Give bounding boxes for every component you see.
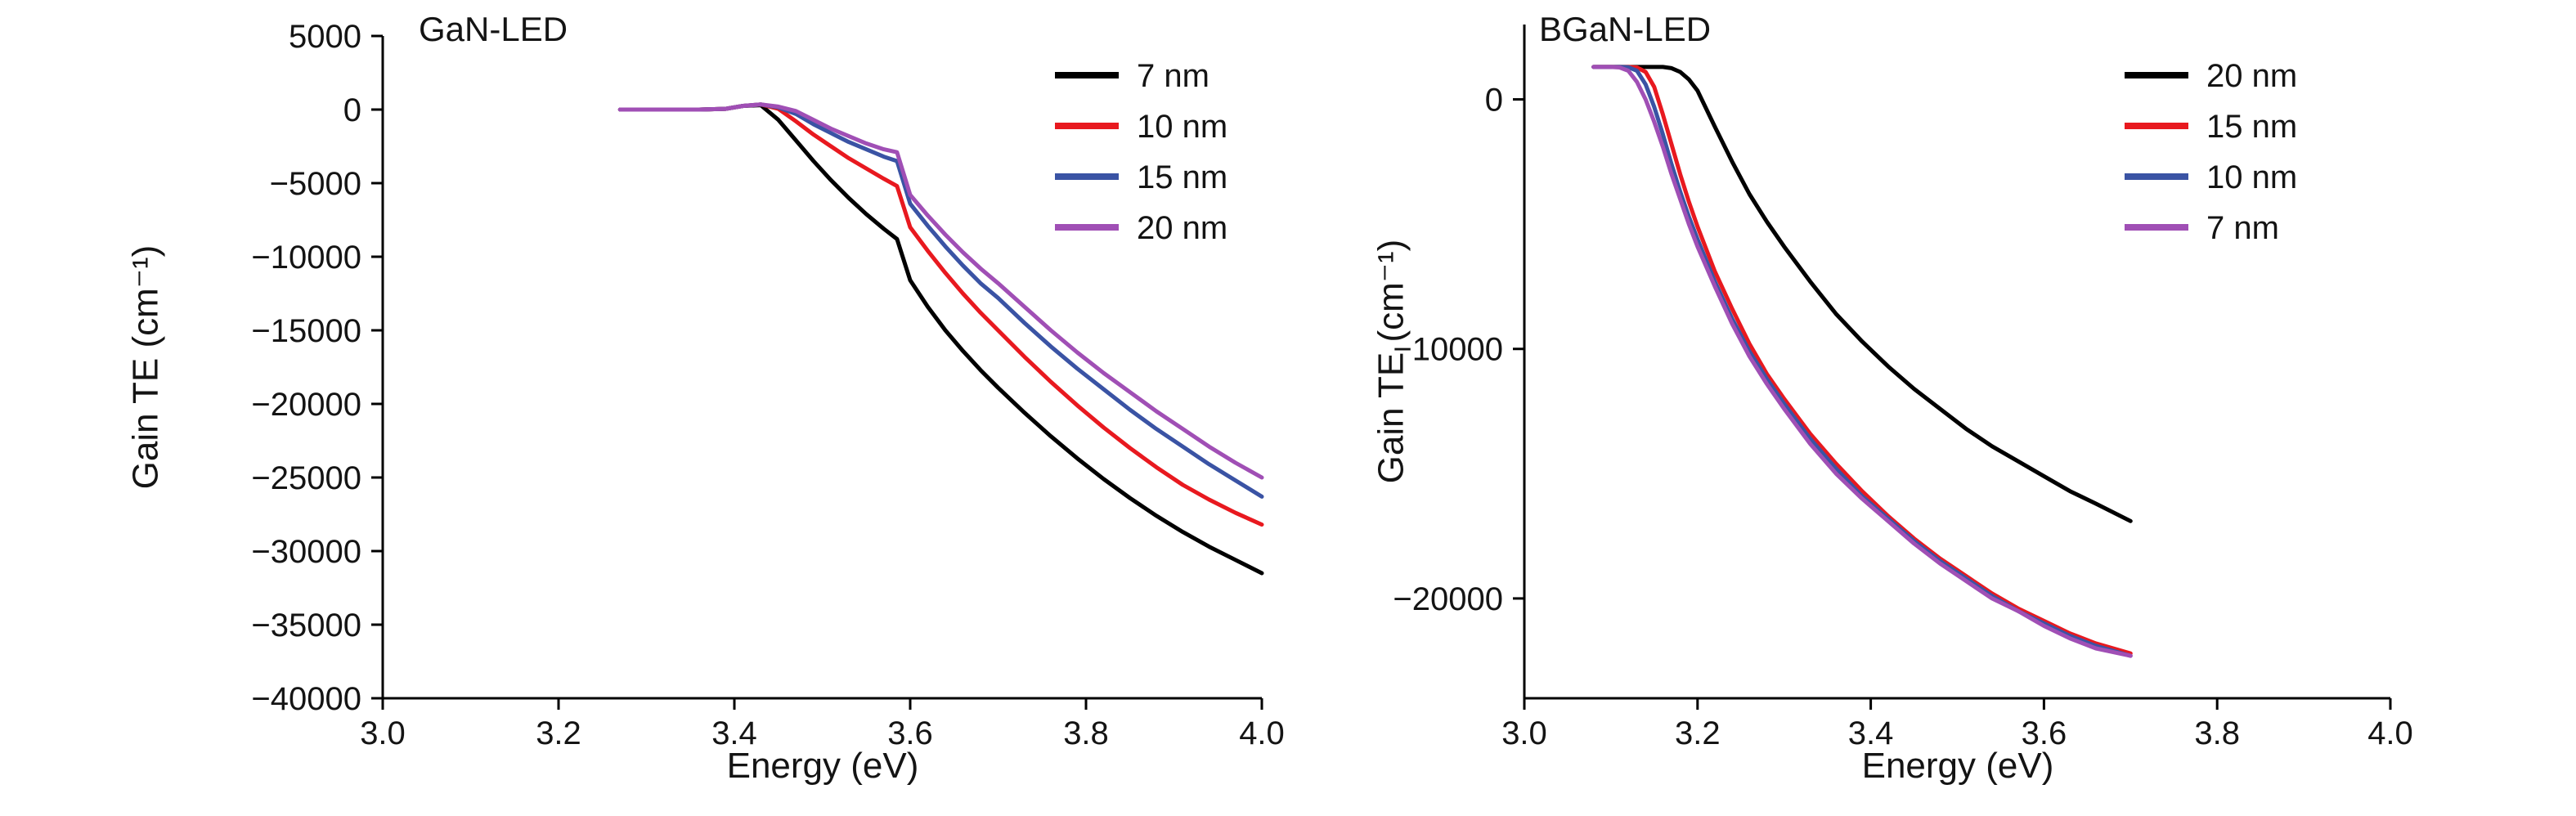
- series-curve-7-nm: [1591, 65, 2133, 658]
- y-tick-label: 0: [343, 92, 361, 128]
- x-tick-label: 4.0: [1239, 715, 1285, 751]
- x-tick-label: 3.8: [2194, 715, 2240, 751]
- y-tick-label: 5000: [289, 19, 361, 55]
- x-tick-label: 3.4: [711, 715, 757, 751]
- gan-led-chart: 3.0 3.2 3.4 3.6 3.8 4.0 5000 0 −5000 −10000 −15000…: [251, 19, 1285, 751]
- x-tick-label: 3.0: [1501, 715, 1547, 751]
- x-axis-label-gan-led: Energy (eV): [726, 746, 919, 786]
- series-curve-20-nm: [617, 102, 1264, 480]
- legend-label-20-nm: 20 nm: [1137, 210, 1227, 246]
- legend-label-20-nm: 20 nm: [2206, 58, 2297, 94]
- legend-label-15-nm: 15 nm: [1137, 159, 1227, 195]
- y-axis-label-bgan-led: Gain TE (cm⁻¹): [1371, 239, 1411, 484]
- panel-bgan-led: 3.0 3.2 3.4 3.6 3.8 4.0 0 −10000 −20000 20 nm 15 n…: [1288, 0, 2576, 816]
- x-axis-label-bgan-led: Energy (eV): [1861, 746, 2054, 786]
- y-tick-label: −10000: [251, 240, 361, 276]
- x-tick-label: 3.2: [1675, 715, 1721, 751]
- series-curve-20-nm: [1591, 65, 2133, 523]
- y-axis-label-gan-led: Gain TE (cm⁻¹): [125, 244, 166, 490]
- panel-title-bgan-led: BGaN-LED: [1539, 10, 1712, 48]
- legend-label-15-nm: 15 nm: [2206, 109, 2297, 145]
- panel-title-gan-led: GaN-LED: [419, 10, 568, 48]
- x-tick-label: 4.0: [2367, 715, 2413, 751]
- y-tick-label: −10000: [1393, 332, 1503, 368]
- y-tick-label: −40000: [251, 681, 361, 717]
- x-tick-label: 3.2: [536, 715, 581, 751]
- bgan-led-chart: 3.0 3.2 3.4 3.6 3.8 4.0 0 −10000 −20000 20 nm 15 n…: [1393, 25, 2413, 751]
- legend-label-7-nm: 7 nm: [1137, 58, 1209, 94]
- x-tick-label: 3.4: [1848, 715, 1894, 751]
- legend-label-7-nm: 7 nm: [2206, 210, 2279, 246]
- series-curve-15-nm: [1591, 65, 2133, 656]
- y-tick-label: −20000: [251, 387, 361, 423]
- y-tick-label: −20000: [1393, 581, 1503, 617]
- x-tick-label: 3.8: [1063, 715, 1109, 751]
- y-tick-label: 0: [1485, 83, 1503, 119]
- x-tick-label: 3.0: [360, 715, 406, 751]
- y-tick-label: −35000: [251, 608, 361, 643]
- legend-label-10-nm: 10 nm: [1137, 109, 1227, 145]
- y-tick-label: −5000: [270, 166, 361, 202]
- y-tick-label: −15000: [251, 313, 361, 349]
- legend-label-10-nm: 10 nm: [2206, 159, 2297, 195]
- y-tick-label: −25000: [251, 460, 361, 496]
- x-tick-label: 3.6: [2022, 715, 2067, 751]
- panel-gan-led: 3.0 3.2 3.4 3.6 3.8 4.0 5000 0 −5000 −10000 −15000…: [125, 10, 1285, 786]
- y-tick-label: −30000: [251, 534, 361, 570]
- x-tick-label: 3.6: [887, 715, 933, 751]
